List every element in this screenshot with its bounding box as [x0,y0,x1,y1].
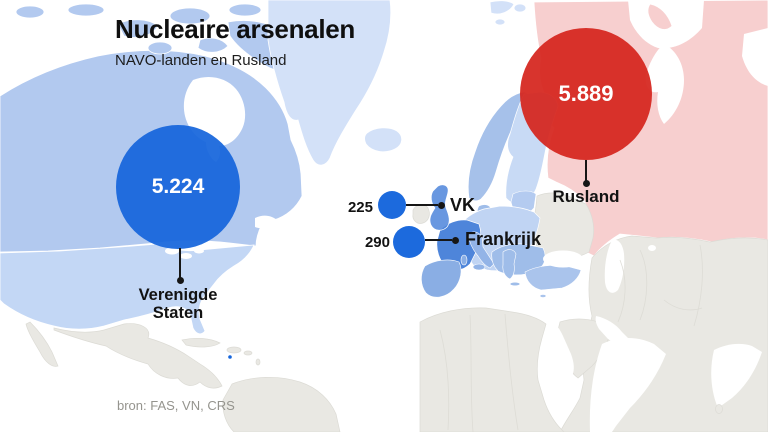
land-mexico-central-america [53,323,223,389]
land-hispaniola [226,346,242,354]
sea-hudson-bay [183,77,246,162]
sea-arabian-sea [589,338,666,432]
sea-black-sea [543,250,583,268]
lake-huron [194,248,204,254]
value-frankrijk: 290 [364,234,390,251]
land-svalbard-3 [494,18,506,26]
land-france [436,219,482,271]
leader-dot-verenigde-staten [176,276,184,284]
sea-bay-of-bengal [711,343,762,408]
sea-st-lawrence [255,215,278,229]
bubble-rusland: 5.889 [520,28,652,160]
land-greenland [267,0,392,166]
label-rusland: Rusland [552,187,620,206]
land-arctic-island-5 [15,5,45,19]
bubble-vk [378,191,406,219]
land-ireland [412,204,430,224]
page-title: Nucleaire arsenalen [115,14,355,44]
leader-dot-rusland [582,179,590,187]
page-subtitle: NAVO-landen en Rusland [115,51,287,69]
land-puerto-rico [243,350,253,356]
land-cuba [181,337,221,348]
land-arctic-island-7 [147,41,173,55]
land-lesser-antilles [255,358,261,366]
land-cyprus [539,294,547,298]
label-verenigde-staten: Verenigde Staten [138,286,218,323]
label-frankrijk: Frankrijk [465,229,542,249]
land-south-america [222,376,341,432]
land-baja-california [25,321,59,367]
sea-aral [648,245,656,251]
sea-persian-gulf [595,316,632,345]
land-novaya-zemlya [647,3,673,30]
leader-line-vk [406,204,438,206]
land-sicily [472,263,486,271]
bubble-verenigde-staten-fill [116,125,240,249]
bubble-vk-fill [378,191,406,219]
land-arctic-island-1 [117,19,159,38]
bubble-rusland-fill [520,28,652,160]
land-sri-lanka [715,404,723,414]
lake-superior [165,247,179,255]
label-vk: VK [450,195,476,215]
land-arctic-island-3 [228,3,262,17]
leader-dot-vk [437,201,445,209]
land-arctic-island-6 [197,37,229,53]
header: Nucleaire arsenalen NAVO-landen en Rusla… [115,15,355,69]
sea-red-sea [546,318,574,376]
border-lines-asia [617,244,703,327]
land-french-antilles [228,355,232,359]
land-united-states [0,243,255,335]
land-sardinia [460,254,468,266]
land-africa [419,307,565,432]
value-vk: 225 [347,199,373,216]
land-turkey [524,264,582,291]
source-credit: bron: FAS, VN, CRS [117,398,235,413]
land-crete [509,281,521,287]
border-lines-africa [439,313,519,432]
land-belarus-ukraine [533,192,594,260]
lake-michigan [180,253,192,259]
sea-white-sea [645,44,684,124]
leader-line-frankrijk [425,239,452,241]
sea-kara-bite [742,28,768,86]
land-greece [502,249,517,280]
leader-dot-frankrijk [451,236,459,244]
land-svalbard-1 [489,0,515,15]
sea-caspian [604,239,625,293]
bubble-frankrijk-fill [393,226,425,258]
bubble-verenigde-staten: 5.224 [116,125,240,249]
land-iberia [421,259,462,298]
land-svalbard-2 [513,3,527,13]
bubble-rusland-value: 5.889 [558,81,614,106]
leader-line-rusland [585,160,587,181]
bubble-verenigde-staten-value: 5.224 [151,175,205,198]
bubble-frankrijk [393,226,425,258]
leader-line-verenigde-staten [179,248,181,278]
land-iceland [364,127,403,153]
land-arctic-island-4 [67,3,105,17]
land-arctic-island-2 [169,7,211,25]
